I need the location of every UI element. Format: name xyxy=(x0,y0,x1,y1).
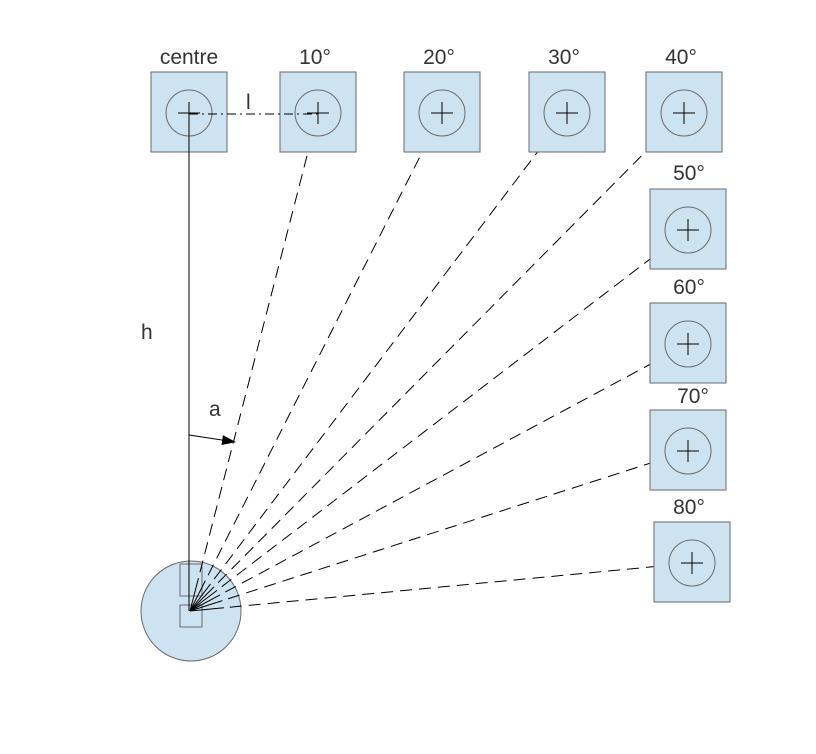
ray-10 xyxy=(199,151,309,573)
target-label-30: 30° xyxy=(548,46,580,69)
target-ring-50 xyxy=(664,206,712,254)
target-80: 80° xyxy=(653,496,731,603)
fan-line-40 xyxy=(189,586,215,612)
ray-80 xyxy=(229,566,655,608)
target-10: 10° xyxy=(279,46,357,153)
target-30: 30° xyxy=(528,46,606,153)
target-ring-20 xyxy=(418,89,466,137)
l-symbol: l xyxy=(246,91,251,114)
target-ring-70 xyxy=(664,427,712,475)
target-label-70: 70° xyxy=(677,385,709,408)
target-ring-40 xyxy=(660,89,708,137)
fan-line-50 xyxy=(189,589,218,612)
observer-square-top xyxy=(179,563,203,597)
target-40: 40° xyxy=(645,46,723,153)
ray-50 xyxy=(221,258,651,588)
target-ring-80 xyxy=(668,539,716,587)
a-symbol: a xyxy=(209,398,221,421)
target-label-60: 60° xyxy=(673,276,705,299)
target-label-centre: centre xyxy=(160,46,218,69)
targets-layer: centre 10° 20° 30° 40° 50° 60° 70° 80° xyxy=(150,46,731,603)
target-ring-10 xyxy=(294,89,342,137)
fan-line-70 xyxy=(189,600,223,612)
fan-line-10 xyxy=(189,577,199,612)
fan-line-80 xyxy=(189,607,224,612)
target-ring-60 xyxy=(664,320,712,368)
target-label-10: 10° xyxy=(299,46,331,69)
observer-square-bottom xyxy=(179,604,203,628)
target-70: 70° xyxy=(649,385,727,491)
ray-60 xyxy=(225,363,651,593)
fan-line-60 xyxy=(189,594,221,612)
target-ring-30 xyxy=(543,89,591,137)
rays-layer xyxy=(189,129,675,612)
angle-arrow xyxy=(188,434,236,445)
fan-line-30 xyxy=(189,583,211,612)
ray-20 xyxy=(207,151,423,576)
target-20: 20° xyxy=(403,46,481,153)
ray-40 xyxy=(217,150,647,583)
target-label-20: 20° xyxy=(423,46,455,69)
target-50: 50° xyxy=(649,162,727,270)
target-60: 60° xyxy=(649,276,727,384)
ray-30 xyxy=(213,151,538,580)
fan-line-20 xyxy=(189,580,206,612)
ray-70 xyxy=(227,462,651,600)
target-label-80: 80° xyxy=(673,496,705,519)
target-label-50: 50° xyxy=(673,162,705,185)
h-symbol: h xyxy=(141,321,153,344)
target-label-40: 40° xyxy=(665,46,697,69)
